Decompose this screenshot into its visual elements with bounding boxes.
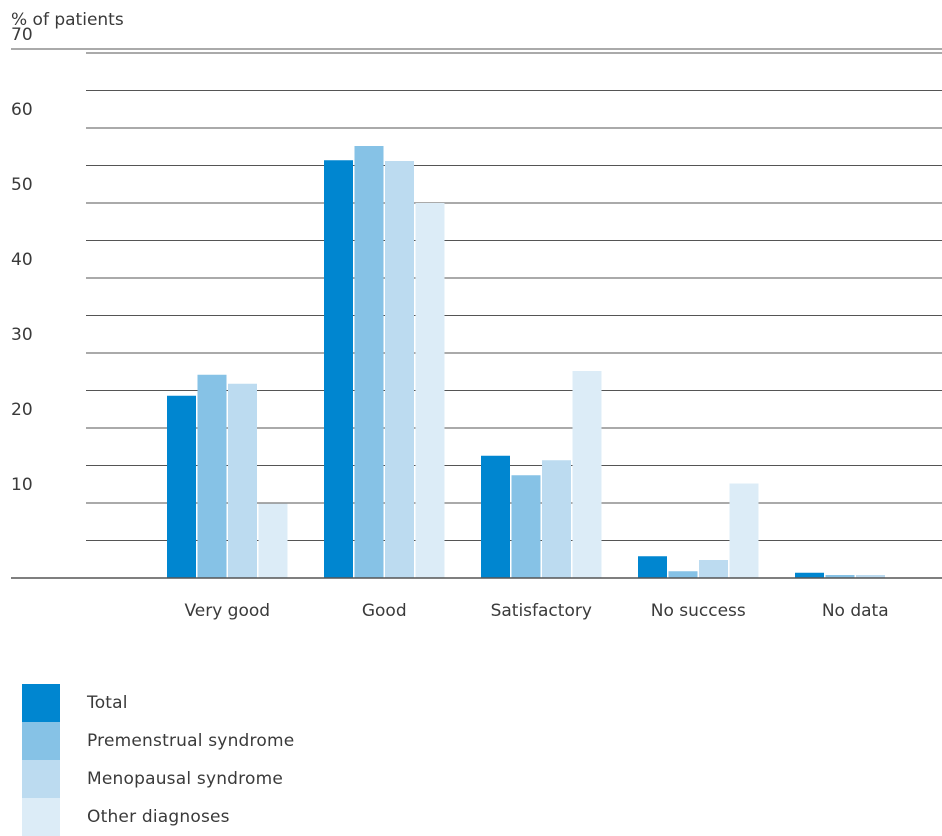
bar bbox=[354, 146, 384, 578]
bar bbox=[856, 575, 885, 578]
y-tick-labels: 10 20 30 40 50 60 70 bbox=[11, 25, 33, 495]
x-tick-label: Very good bbox=[184, 601, 270, 621]
bars bbox=[167, 146, 885, 578]
legend-item: Menopausal syndrome bbox=[22, 760, 294, 798]
y-tick-label: 30 bbox=[11, 325, 33, 345]
y-tick-label: 50 bbox=[11, 175, 33, 195]
bar bbox=[729, 483, 759, 578]
bar bbox=[228, 383, 257, 578]
bar bbox=[481, 455, 510, 578]
bar bbox=[825, 575, 855, 578]
bar bbox=[385, 161, 414, 578]
bar bbox=[324, 160, 353, 578]
legend-label: Premenstrual syndrome bbox=[87, 731, 295, 751]
bar bbox=[638, 556, 667, 578]
y-axis-label: % of patients bbox=[11, 10, 124, 30]
bar bbox=[167, 395, 196, 578]
bar bbox=[542, 460, 571, 578]
bar bbox=[795, 572, 824, 578]
legend-label: Menopausal syndrome bbox=[87, 769, 284, 789]
legend-label: Other diagnoses bbox=[87, 807, 230, 827]
legend-swatch bbox=[22, 684, 60, 722]
bar bbox=[668, 571, 698, 578]
legend-swatch bbox=[22, 760, 60, 798]
legend-swatch bbox=[22, 798, 60, 836]
x-tick-labels: Very good Good Satisfactory No success No da… bbox=[184, 601, 888, 621]
y-tick-label: 60 bbox=[11, 100, 33, 120]
legend-item: Premenstrual syndrome bbox=[22, 722, 294, 760]
y-tick-label: 20 bbox=[11, 400, 33, 420]
legend-label: Total bbox=[87, 693, 128, 713]
bar bbox=[572, 371, 602, 578]
y-tick-label: 10 bbox=[11, 475, 33, 495]
gridlines bbox=[11, 48, 942, 541]
x-tick-label: Satisfactory bbox=[491, 601, 592, 621]
x-tick-label: No success bbox=[651, 601, 746, 621]
bar bbox=[197, 374, 227, 578]
legend: Total Premenstrual syndrome Menopausal syn… bbox=[22, 684, 294, 836]
legend-swatch bbox=[22, 722, 60, 760]
y-tick-label: 40 bbox=[11, 250, 33, 270]
bar bbox=[258, 503, 288, 578]
legend-item: Total bbox=[22, 684, 294, 722]
y-tick-label: 70 bbox=[11, 25, 33, 45]
bar-chart: % of patients 10 20 30 40 50 60 70 Very good Go… bbox=[11, 10, 942, 621]
x-tick-label: No data bbox=[822, 601, 889, 621]
legend-item: Other diagnoses bbox=[22, 798, 294, 836]
bar bbox=[511, 475, 541, 578]
bar bbox=[699, 560, 728, 578]
x-tick-label: Good bbox=[362, 601, 407, 621]
bar bbox=[415, 203, 445, 578]
